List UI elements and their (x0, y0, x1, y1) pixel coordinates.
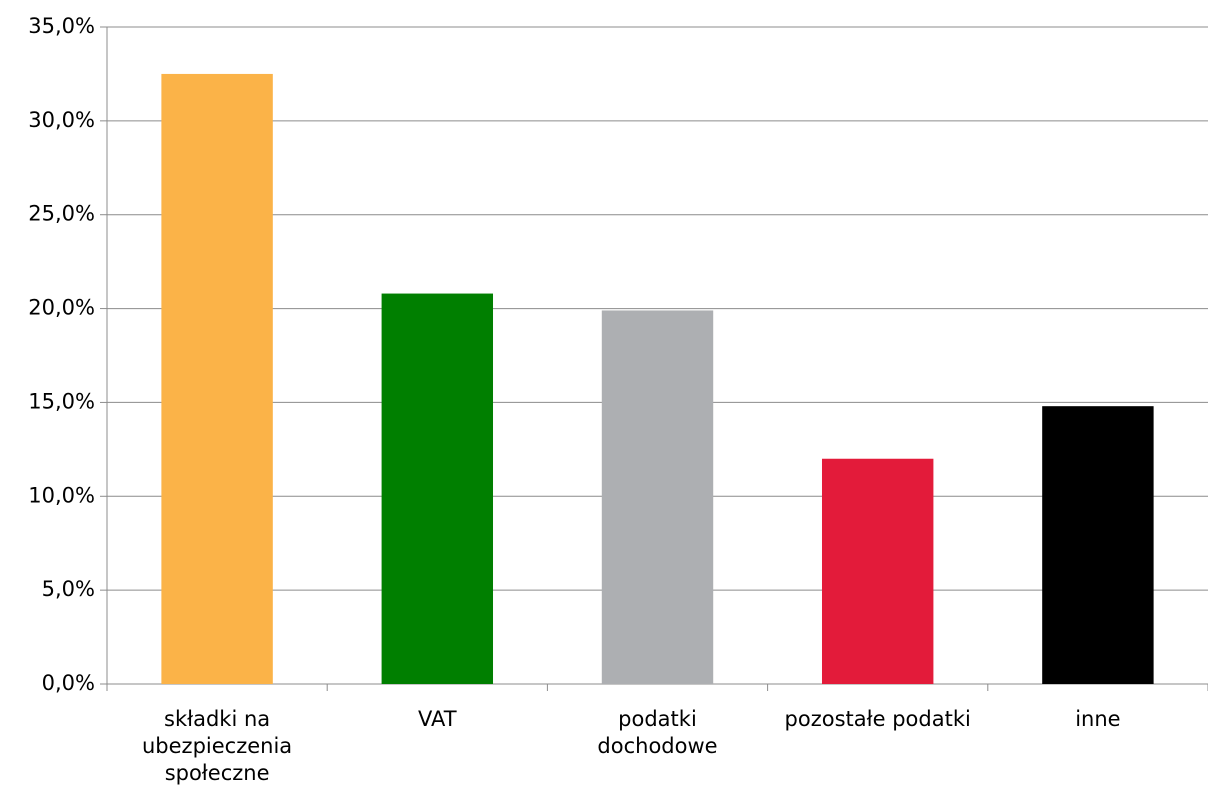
y-tick-label: 30,0% (28, 108, 95, 132)
bar (601, 310, 714, 684)
x-tick-label: VAT (417, 707, 457, 731)
x-tick-label: składki na ubezpieczenia społeczne (142, 707, 293, 785)
y-tick-label: 15,0% (28, 389, 95, 413)
y-tick-label: 25,0% (28, 202, 95, 226)
x-tick-label: inne (1075, 707, 1121, 731)
y-tick-label: 0,0% (42, 671, 95, 695)
y-tick-label: 10,0% (28, 483, 95, 507)
x-tick-label: pozostałe podatki (784, 707, 971, 731)
y-tick-label: 35,0% (28, 14, 95, 38)
bar (821, 458, 934, 684)
bar (161, 73, 273, 684)
y-tick-label: 20,0% (28, 296, 95, 320)
bar (381, 293, 494, 684)
x-tick-label: podatki dochodowe (597, 707, 718, 758)
y-tick-label: 5,0% (42, 577, 95, 601)
bar (1042, 406, 1154, 684)
